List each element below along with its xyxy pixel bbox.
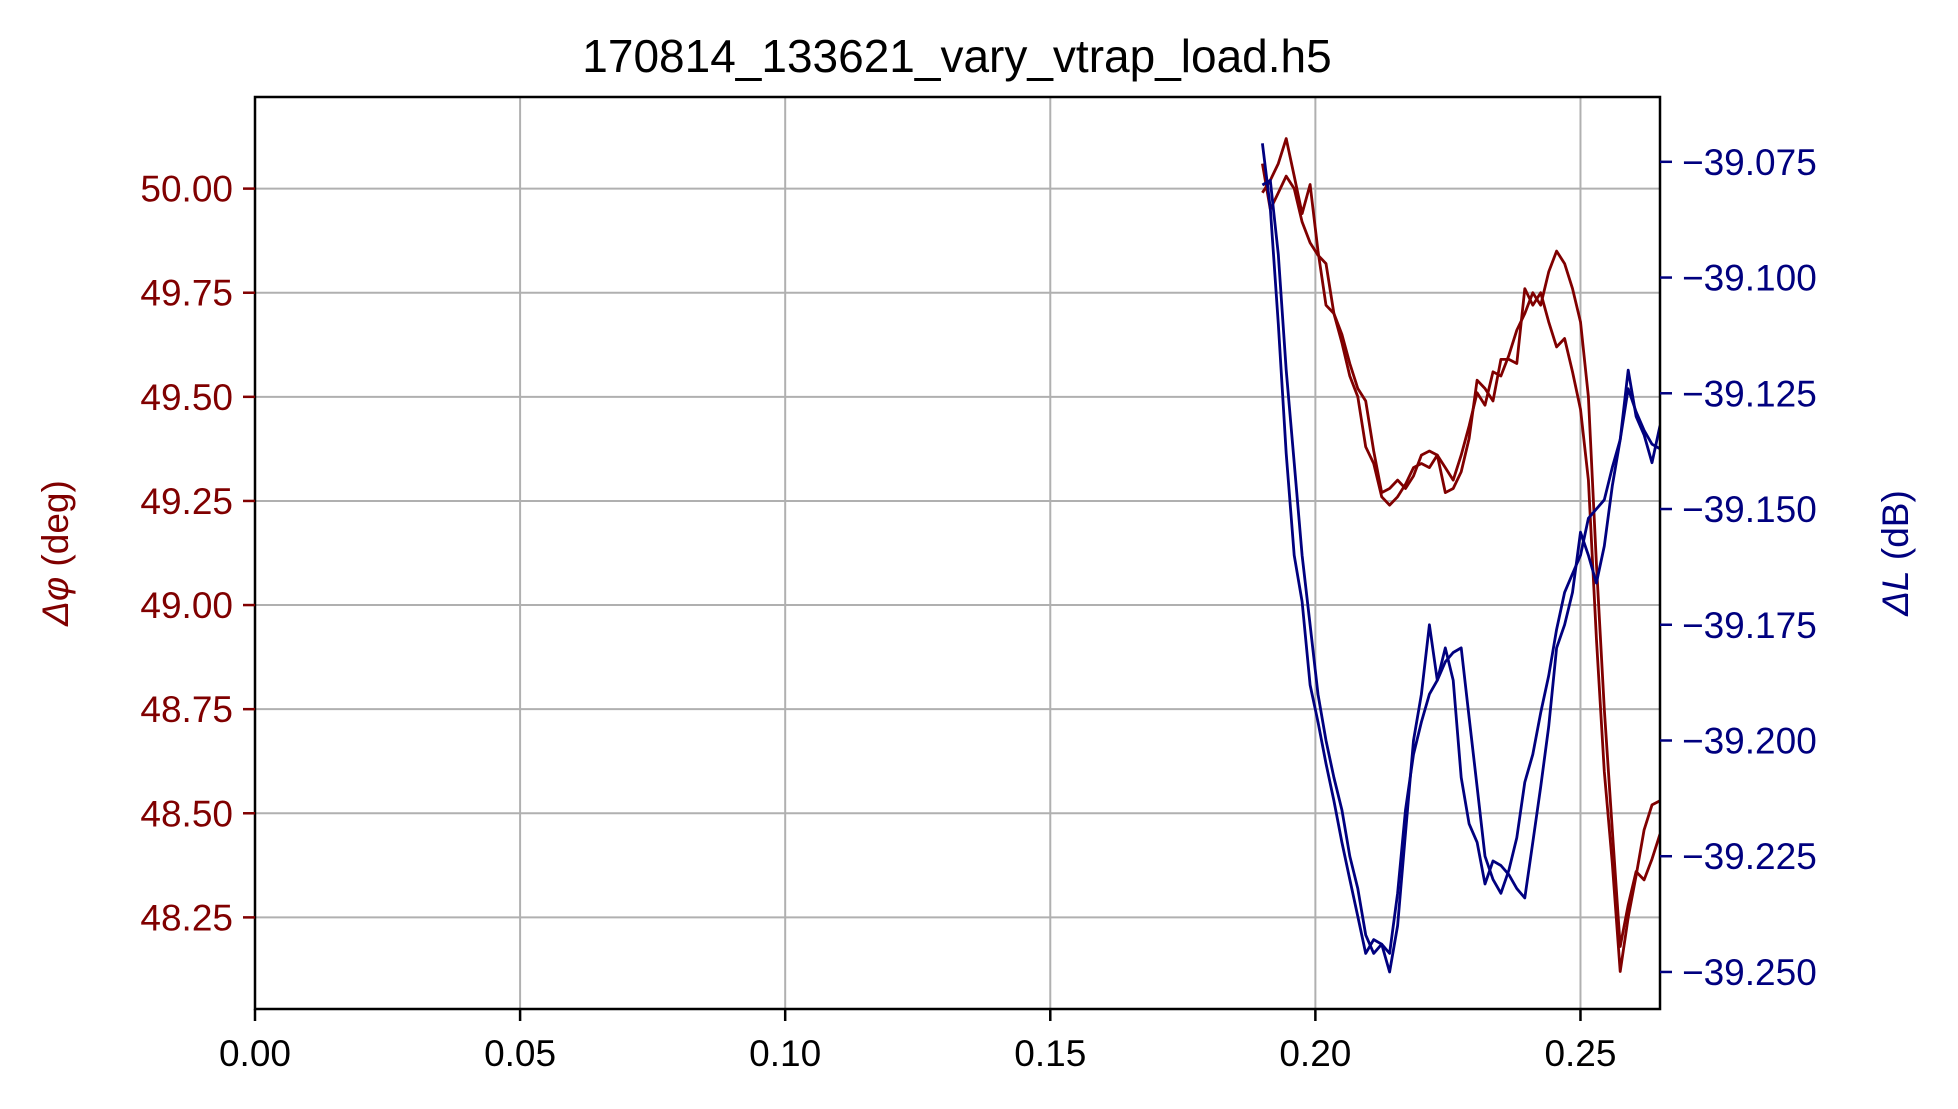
phase-series-line-1: [1261, 163, 1660, 948]
left-tick-label: 48.50: [140, 793, 233, 834]
x-tick-label: 0.15: [1014, 1033, 1086, 1074]
right-tick-label: −39.075: [1682, 142, 1817, 183]
x-tick-label: 0.05: [484, 1033, 556, 1074]
left-tick-label: 48.25: [140, 897, 233, 938]
left-tick-label: 49.75: [140, 273, 233, 314]
left-tick-label: 48.75: [140, 689, 233, 730]
right-tick-label: −39.150: [1682, 489, 1817, 530]
loss-series-line-4: [1261, 143, 1660, 974]
series-group: [1261, 137, 1660, 974]
left-tick-label: 49.25: [140, 481, 233, 522]
right-tick-label: −39.225: [1682, 836, 1817, 877]
x-tick-label: 0.10: [749, 1033, 821, 1074]
left-tick-label: 49.00: [140, 585, 233, 626]
right-tick-label: −39.250: [1682, 952, 1817, 993]
right-axis-unit: (dB): [1875, 490, 1916, 560]
x-axis: 0.00 0.05 0.10 0.15 0.20 0.25: [219, 1009, 1616, 1074]
left-y-axis: 48.25 48.50 48.75 49.00 49.25 49.50 49.75 50.00: [140, 169, 255, 938]
right-tick-label: −39.125: [1682, 373, 1817, 414]
right-tick-label: −39.200: [1682, 720, 1817, 761]
right-axis-symbol: ΔL: [1875, 570, 1916, 616]
x-tick-label: 0.20: [1279, 1033, 1351, 1074]
plot-frame: [253, 95, 1662, 1011]
right-tick-label: −39.175: [1682, 605, 1817, 646]
x-tick-label: 0.00: [219, 1033, 291, 1074]
loss-series-line-3: [1261, 178, 1660, 955]
left-tick-label: 50.00: [140, 169, 233, 210]
x-tick-label: 0.25: [1544, 1033, 1616, 1074]
chart-title: 170814_133621_vary_vtrap_load.h5: [582, 30, 1331, 82]
left-tick-label: 49.50: [140, 377, 233, 418]
left-axis-unit: (deg): [35, 480, 76, 566]
left-axis-label: Δφ (deg): [35, 480, 76, 627]
phase-series-line-2: [1261, 137, 1660, 973]
right-y-axis: −39.075 −39.100 −39.125 −39.150 −39.175 −39.2…: [1660, 142, 1817, 993]
right-axis-label: ΔL (dB): [1875, 490, 1916, 617]
plot-background: [255, 97, 1660, 1009]
right-tick-label: −39.100: [1682, 258, 1817, 299]
left-axis-symbol: Δφ: [35, 577, 76, 627]
